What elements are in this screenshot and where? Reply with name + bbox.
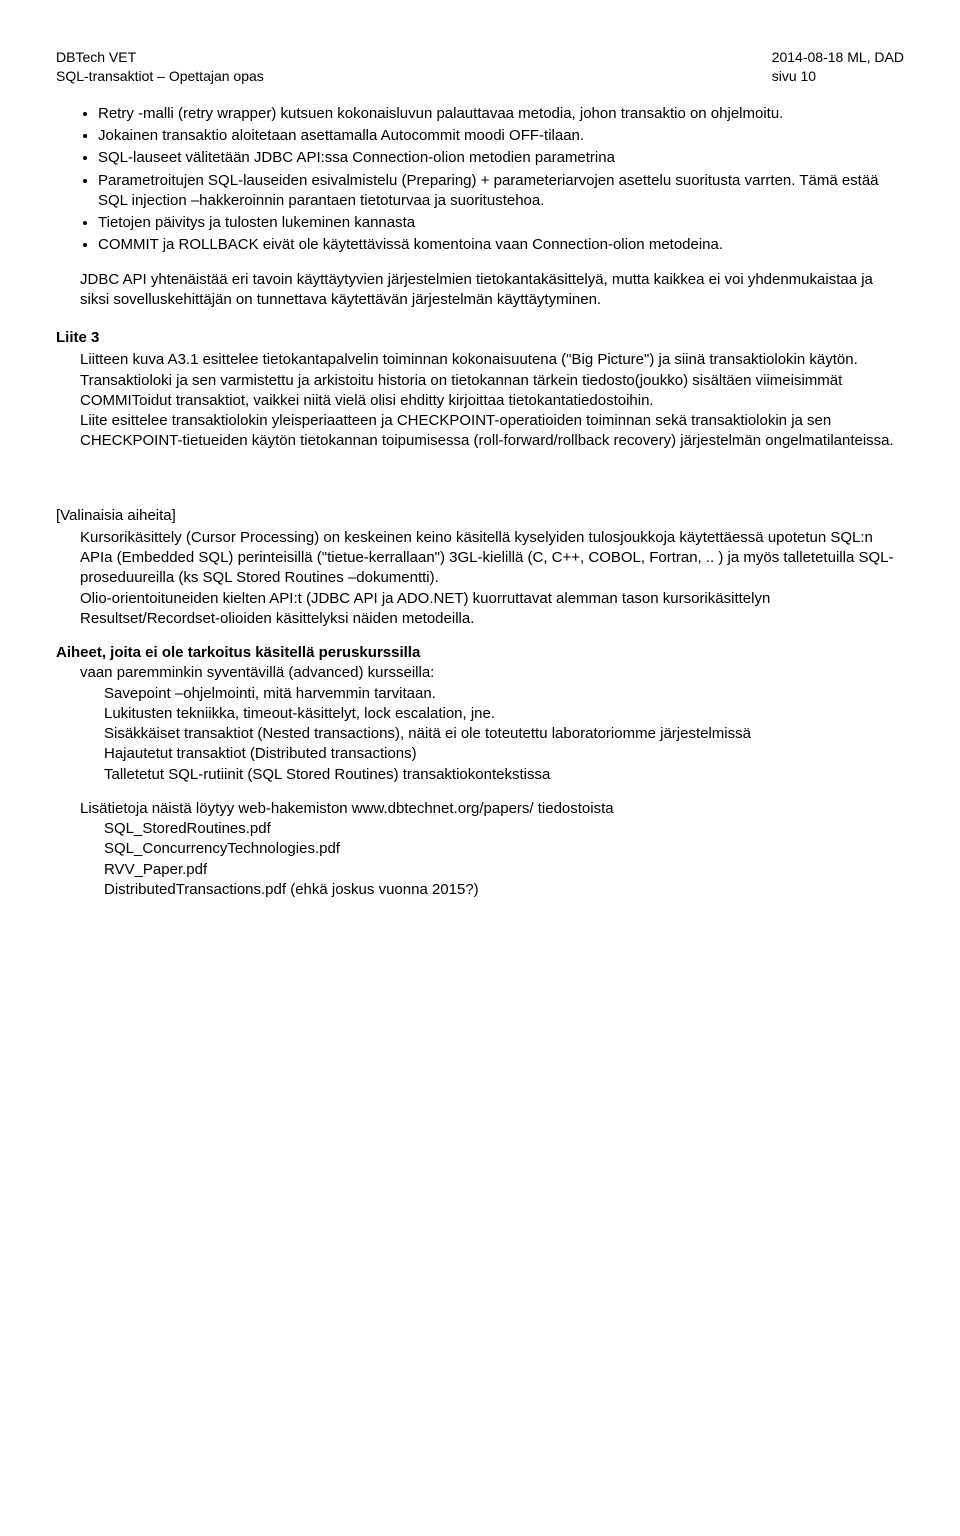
valinaisia-title: [Valinaisia aiheita] xyxy=(56,506,904,526)
page-header: DBTech VET SQL-transaktiot – Opettajan o… xyxy=(56,48,904,86)
aiheet-intro: vaan paremminkin syventävillä (advanced)… xyxy=(56,663,904,683)
aiheet-title-bold: Aiheet, joita ei ole tarkoitus käsitellä… xyxy=(56,644,420,661)
aiheet-item: Sisäkkäiset transaktiot (Nested transact… xyxy=(56,724,904,744)
liite3-label: Liite 3 xyxy=(56,328,904,348)
aiheet-item: Talletetut SQL-rutiinit (SQL Stored Rout… xyxy=(56,765,904,785)
valinaisia-p1: Kursorikäsittely (Cursor Processing) on … xyxy=(56,528,904,589)
valinaisia-p2: Olio-orientoituneiden kielten API:t (JDB… xyxy=(56,589,904,630)
header-right: 2014-08-18 ML, DAD sivu 10 xyxy=(772,48,904,86)
liite3-p1: Liitteen kuva A3.1 esittelee tietokantap… xyxy=(56,350,904,411)
header-title: DBTech VET xyxy=(56,48,264,67)
lisatiedot-intro: Lisätietoja näistä löytyy web-hakemiston… xyxy=(56,799,904,819)
lisatiedot-file: RVV_Paper.pdf xyxy=(56,860,904,880)
aiheet-item: Lukitusten tekniikka, timeout-käsittelyt… xyxy=(56,704,904,724)
list-item: SQL-lauseet välitetään JDBC API:ssa Conn… xyxy=(98,148,904,168)
lisatiedot-file: DistributedTransactions.pdf (ehkä joskus… xyxy=(56,880,904,900)
list-item: Parametroitujen SQL-lauseiden esivalmist… xyxy=(98,171,904,212)
lisatiedot-file: SQL_ConcurrencyTechnologies.pdf xyxy=(56,839,904,859)
aiheet-item: Hajautetut transaktiot (Distributed tran… xyxy=(56,744,904,764)
jdbc-paragraph: JDBC API yhtenäistää eri tavoin käyttäyt… xyxy=(56,270,904,311)
aiheet-item: Savepoint –ohjelmointi, mitä harvemmin t… xyxy=(56,684,904,704)
liite3-p2: Liite esittelee transaktiolokin yleisper… xyxy=(56,411,904,452)
header-date: 2014-08-18 ML, DAD xyxy=(772,48,904,67)
header-left: DBTech VET SQL-transaktiot – Opettajan o… xyxy=(56,48,264,86)
header-subtitle: SQL-transaktiot – Opettajan opas xyxy=(56,67,264,86)
list-item: COMMIT ja ROLLBACK eivät ole käytettävis… xyxy=(98,235,904,255)
header-page: sivu 10 xyxy=(772,67,904,86)
lisatiedot-file: SQL_StoredRoutines.pdf xyxy=(56,819,904,839)
top-bullet-list: Retry -malli (retry wrapper) kutsuen kok… xyxy=(56,104,904,256)
aiheet-title: Aiheet, joita ei ole tarkoitus käsitellä… xyxy=(56,643,904,663)
list-item: Jokainen transaktio aloitetaan asettamal… xyxy=(98,126,904,146)
list-item: Retry -malli (retry wrapper) kutsuen kok… xyxy=(98,104,904,124)
list-item: Tietojen päivitys ja tulosten lukeminen … xyxy=(98,213,904,233)
